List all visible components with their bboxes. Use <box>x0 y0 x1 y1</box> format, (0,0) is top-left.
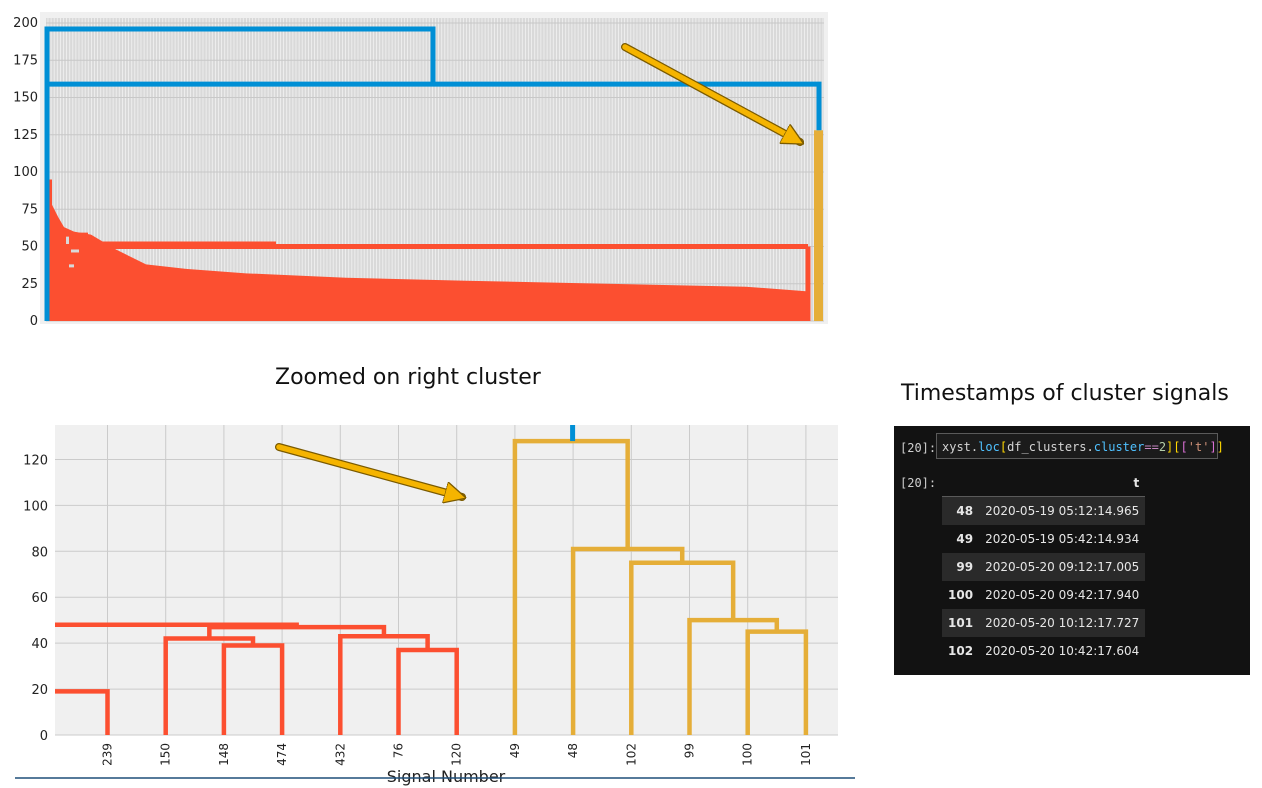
zoom-x-tick-label: 100 <box>741 743 755 766</box>
table-row: 102 2020-05-20 10:42:17.604 <box>942 637 1145 665</box>
top-gold-cluster <box>814 130 823 321</box>
zoom-plot-area <box>55 425 838 735</box>
code-token: . <box>1086 440 1094 454</box>
index-header <box>942 470 980 497</box>
notebook-output-panel: [20]: xyst.loc[df_clusters.cluster==2][[… <box>894 426 1250 675</box>
timestamp-cell: 2020-05-19 05:42:14.934 <box>985 532 1140 546</box>
zoom-y-tick-label: 80 <box>31 545 48 560</box>
zoom-caption: Zoomed on right cluster <box>275 365 541 390</box>
code-token: [ <box>1180 440 1188 454</box>
zoom-y-tick-label: 60 <box>31 591 48 606</box>
zoom-x-tick-label: 76 <box>392 743 406 758</box>
top-y-tick-label: 50 <box>21 240 38 255</box>
row-index: 48 <box>956 504 974 518</box>
code-token: cluster <box>1093 440 1145 454</box>
top-dendrogram-links <box>44 26 823 321</box>
table-header-row: t <box>942 470 1146 497</box>
timestamp-cell: 2020-05-20 09:42:17.940 <box>985 588 1140 602</box>
top-gap <box>66 234 69 247</box>
top-gap <box>71 249 79 253</box>
top-y-tick-label: 25 <box>21 277 38 292</box>
timestamps-caption: Timestamps of cluster signals <box>901 381 1229 406</box>
table-row: 100 2020-05-20 09:42:17.940 <box>942 581 1145 609</box>
zoom-y-tick-label: 20 <box>31 683 48 698</box>
zoom-dendrogram-links <box>55 425 809 735</box>
code-token: [ <box>1173 440 1181 454</box>
input-prompt: [20]: <box>900 441 937 455</box>
zoom-y-tick-label: 0 <box>40 729 48 744</box>
zoom-dendrogram-link <box>745 629 809 735</box>
zoom-x-tick-label: 99 <box>683 743 697 758</box>
code-token: ] <box>1209 440 1217 454</box>
t-column-header: t <box>979 470 1146 497</box>
row-index: 100 <box>948 588 974 602</box>
zoom-x-tick-label: 148 <box>217 743 231 766</box>
zoom-y-axis: 0 20 40 60 80 100 120 <box>23 453 48 744</box>
timestamp-cell: 2020-05-20 09:12:17.005 <box>985 560 1140 574</box>
full-dendrogram-chart: 0 25 50 75 100 125 150 175 200 <box>13 12 828 329</box>
top-y-axis: 0 25 50 75 100 125 150 175 200 <box>13 16 38 329</box>
zoom-dendrogram-link <box>338 634 430 735</box>
zoomed-dendrogram-chart: 0 20 40 60 80 100 120 239 150 148 474 432 76 120 49 48… <box>15 425 855 786</box>
top-y-tick-label: 200 <box>13 16 38 31</box>
zoom-annotation-arrow-fill <box>276 444 462 497</box>
row-index: 99 <box>956 560 974 574</box>
top-y-tick-label: 100 <box>13 165 38 180</box>
zoom-x-tick-label: 48 <box>566 743 580 758</box>
timestamp-cell: 2020-05-20 10:42:17.604 <box>985 644 1140 658</box>
code-token: 't' <box>1187 440 1210 454</box>
table-row: 49 2020-05-19 05:42:14.934 <box>942 525 1145 553</box>
zoom-y-tick-label: 120 <box>23 453 48 468</box>
code-token: df_clusters <box>1007 440 1087 454</box>
code-token: ] <box>1166 440 1174 454</box>
top-y-tick-label: 175 <box>13 53 38 68</box>
zoom-dendrogram-link <box>55 622 299 628</box>
timestamps-table: t 48 2020-05-19 05:12:14.965 49 2020-05-19 … <box>942 470 1146 665</box>
row-index: 49 <box>956 532 974 546</box>
zoom-dendrogram-link <box>207 624 387 639</box>
timestamp-cell: 2020-05-19 05:12:14.965 <box>985 504 1140 518</box>
table-row: 99 2020-05-20 09:12:17.005 <box>942 553 1146 581</box>
code-token: loc <box>978 440 1000 454</box>
top-y-tick-label: 0 <box>30 314 38 329</box>
top-blue-link <box>44 26 436 321</box>
code-token: . <box>970 440 979 454</box>
zoom-x-tick-label: 432 <box>333 743 347 766</box>
zoom-x-tick-label: 474 <box>275 743 289 766</box>
row-index: 102 <box>948 644 974 658</box>
zoom-dendrogram-link <box>221 643 285 735</box>
top-gap <box>69 264 74 268</box>
top-y-tick-label: 75 <box>21 202 38 217</box>
row-index: 101 <box>948 616 974 630</box>
zoom-dendrogram-link <box>55 689 110 735</box>
zoom-x-tick-label: 120 <box>450 743 464 766</box>
zoom-x-tick-label: 102 <box>624 743 638 766</box>
table-row: 48 2020-05-19 05:12:14.965 <box>942 496 1146 525</box>
zoom-x-tick-label: 150 <box>159 743 173 766</box>
zoom-x-tick-label: 49 <box>508 743 522 758</box>
zoom-y-tick-label: 40 <box>31 637 48 652</box>
zoom-x-axis: 239 150 148 474 432 76 120 49 48 102 99 100 101 <box>101 743 813 766</box>
zoom-y-tick-label: 100 <box>23 499 48 514</box>
top-y-tick-label: 125 <box>13 128 38 143</box>
code-token: xyst <box>942 440 971 454</box>
timestamp-cell: 2020-05-20 10:12:17.727 <box>985 616 1140 630</box>
code-token: 2 <box>1158 440 1167 454</box>
zoom-dendrogram-link <box>396 647 459 735</box>
table-row: 101 2020-05-20 10:12:17.727 <box>942 609 1146 637</box>
code-token: [ <box>999 440 1008 454</box>
zoom-x-axis-label: Signal Number <box>387 767 506 786</box>
top-y-tick-label: 150 <box>13 91 38 106</box>
zoom-x-tick-label: 239 <box>101 743 115 766</box>
top-red-cluster-leaves <box>47 179 810 321</box>
zoom-x-tick-label: 101 <box>799 743 813 766</box>
output-prompt: [20]: <box>900 476 937 490</box>
code-token: ] <box>1216 440 1224 454</box>
code-token: == <box>1144 440 1159 454</box>
code-cell[interactable]: xyst.loc[df_clusters.cluster==2][['t']] <box>936 433 1224 459</box>
top-annotation-arrow-fill <box>622 44 800 142</box>
top-blue-link <box>47 81 822 131</box>
